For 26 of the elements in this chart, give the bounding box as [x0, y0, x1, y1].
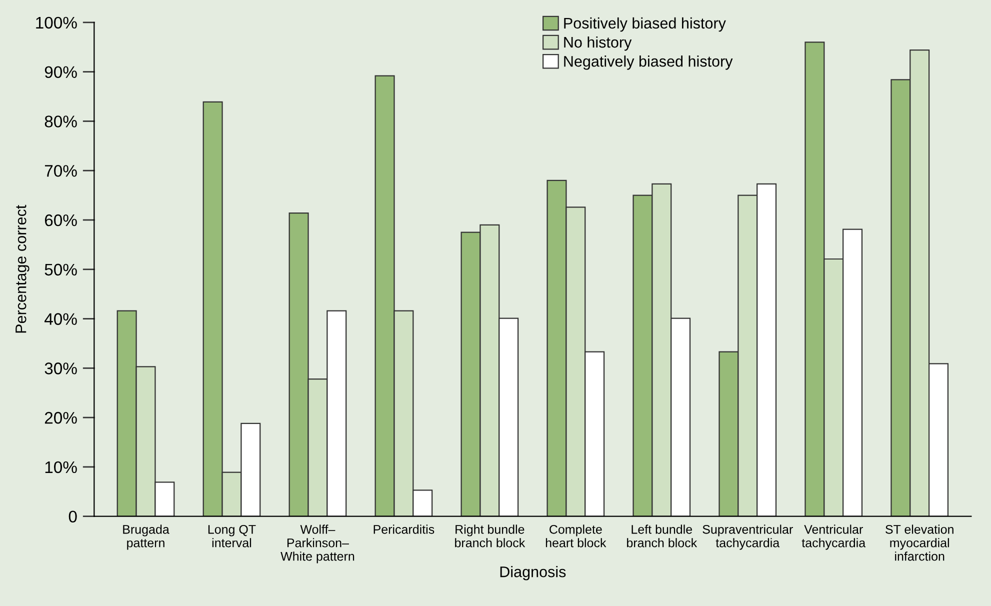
x-tick-label: ST elevation myocardial infarction	[886, 524, 954, 561]
x-tick-label: Ventricular tachycardia	[802, 524, 866, 550]
y-tick-label: 30%	[44, 362, 77, 374]
legend-label: Positively biased history	[564, 17, 726, 32]
y-axis-title: Percentage correct	[16, 204, 30, 333]
legend-label: No history	[564, 36, 632, 51]
x-tick-label: Complete heart block	[546, 524, 606, 548]
x-axis-title: Diagnosis	[500, 566, 566, 580]
y-tick-label: 20%	[44, 412, 77, 424]
x-tick-label: Left bundle branch block	[627, 524, 698, 548]
y-tick-label: 70%	[44, 164, 77, 177]
y-tick-label: 0	[68, 510, 77, 523]
y-tick-label: 50%	[44, 264, 77, 276]
x-tick-label: Long QT interval	[208, 524, 256, 548]
y-tick-label: 40%	[44, 313, 77, 325]
y-tick-label: 90%	[44, 66, 77, 78]
legend-label: Negatively biased history	[564, 56, 733, 70]
x-tick-label: Pericarditis	[374, 524, 434, 534]
x-tick-label: Wolff– Parkinson– White pattern	[280, 524, 354, 564]
y-tick-label: 60%	[44, 214, 77, 226]
y-tick-label: 100%	[36, 16, 77, 29]
x-tick-label: Brugada pattern	[123, 524, 170, 550]
y-tick-label: 80%	[44, 116, 77, 128]
y-tick-label: 10%	[45, 461, 77, 474]
x-tick-label: Supraventricular tachycardia	[702, 524, 793, 550]
x-tick-label: Right bundle branch block	[455, 524, 526, 548]
